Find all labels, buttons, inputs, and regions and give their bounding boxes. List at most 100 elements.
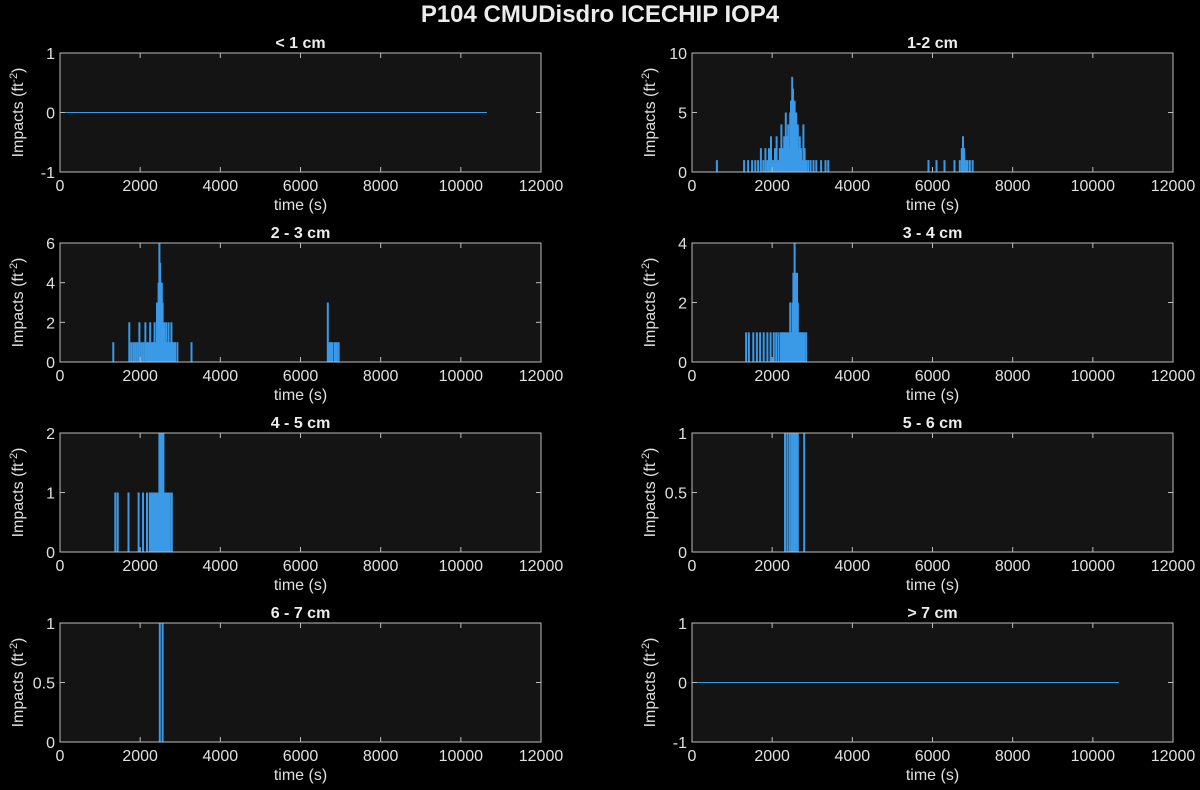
y-axis-label: Impacts (ft-2) (8, 638, 27, 728)
data-bar (796, 302, 799, 362)
data-bar (747, 160, 750, 172)
x-tick-label: 6000 (915, 178, 951, 195)
x-tick-label: 4000 (835, 558, 871, 575)
data-bar (164, 492, 166, 552)
subplot-2: 0 2000 4000 6000 8000 10000 12000 0 5 10 1-2 cm tim… (640, 35, 1195, 214)
x-tick-label: 8000 (995, 178, 1031, 195)
data-bar (757, 160, 760, 172)
x-tick-label: 8000 (363, 368, 399, 385)
y-tick-label: 1 (46, 616, 55, 633)
x-tick-label: 12000 (1151, 368, 1196, 385)
data-bar (762, 160, 765, 172)
data-bar (777, 160, 780, 172)
data-bar (966, 160, 969, 172)
data-bar (331, 342, 334, 362)
data-bar (953, 160, 956, 172)
x-tick-label: 8000 (995, 558, 1031, 575)
x-tick-label: 12000 (519, 558, 564, 575)
data-bar (777, 332, 780, 363)
data-bar (163, 322, 166, 362)
data-bar (805, 160, 808, 172)
data-bar (783, 332, 786, 363)
data-bar (766, 332, 769, 363)
data-bar (132, 342, 135, 362)
data-bar (154, 342, 157, 362)
x-tick-label: 2000 (754, 178, 790, 195)
y-tick-label: 0.5 (665, 486, 687, 503)
data-bar (809, 160, 812, 172)
data-bar (146, 342, 148, 362)
data-bar (747, 332, 750, 363)
data-bar (168, 492, 171, 552)
x-tick-label: 12000 (519, 748, 564, 765)
x-tick-label: 2000 (754, 368, 790, 385)
x-axis-label: time (s) (906, 577, 959, 594)
data-bar (963, 148, 966, 172)
subplot-title: 5 - 6 cm (903, 415, 963, 432)
x-axis-label: time (s) (274, 387, 327, 404)
data-bar (172, 342, 174, 362)
data-bar (190, 342, 193, 362)
data-bar (803, 332, 806, 363)
data-bar (768, 148, 770, 172)
data-bar (786, 332, 789, 363)
x-tick-label: 6000 (915, 748, 951, 765)
y-tick-label: 1 (678, 616, 687, 633)
subplot-title: 3 - 4 cm (903, 225, 963, 242)
x-tick-label: 2000 (122, 748, 158, 765)
data-bar (755, 332, 758, 363)
x-tick-label: 0 (56, 558, 65, 575)
data-bar (140, 342, 143, 362)
x-axis-label: time (s) (906, 387, 959, 404)
x-axis-label: time (s) (906, 197, 959, 214)
data-bar (793, 433, 796, 552)
data-bar (780, 124, 783, 172)
x-tick-label: 0 (688, 748, 697, 765)
y-tick-label: 0 (46, 545, 55, 562)
data-bar (128, 322, 131, 362)
x-tick-label: 4000 (835, 748, 871, 765)
y-tick-label: -1 (673, 735, 687, 752)
y-axis-label: Impacts (ft-2) (640, 258, 659, 348)
data-bar (964, 160, 967, 172)
x-tick-label: 12000 (1151, 178, 1196, 195)
data-bar (328, 342, 331, 362)
data-bar (958, 160, 961, 172)
y-tick-label: 2 (46, 315, 55, 332)
subplot-3: 0 2000 4000 6000 8000 10000 12000 0 2 4 6 2 - 3 cm t… (8, 225, 563, 404)
data-bar (127, 492, 130, 552)
data-bar (162, 433, 165, 552)
data-bar (752, 332, 755, 363)
data-bar (334, 342, 336, 362)
y-tick-label: 10 (669, 46, 687, 63)
data-bar (770, 136, 772, 172)
data-bar (800, 148, 802, 172)
y-tick-label: 1 (46, 46, 55, 63)
data-bar (775, 332, 778, 363)
y-axis-label: Impacts (ft-2) (8, 448, 27, 538)
data-bar (150, 342, 153, 362)
data-bar (788, 332, 790, 363)
data-bar (337, 342, 340, 362)
data-bar (743, 160, 746, 172)
y-tick-label: 0 (46, 106, 55, 123)
data-bar (114, 492, 117, 552)
subplot-title: 2 - 3 cm (271, 225, 331, 242)
data-bar (165, 322, 168, 362)
data-bar (772, 332, 775, 363)
x-tick-label: 10000 (1071, 748, 1116, 765)
figure-title: P104 CMUDisdro ICECHIP IOP4 (420, 1, 780, 28)
x-tick-label: 8000 (363, 178, 399, 195)
data-bar (153, 492, 156, 552)
data-bar (805, 332, 808, 363)
x-tick-label: 0 (688, 368, 697, 385)
plot-area (60, 433, 541, 552)
data-bar (824, 160, 827, 172)
data-bar (802, 124, 805, 172)
data-bar (801, 332, 804, 363)
x-axis-label: time (s) (274, 577, 327, 594)
data-bar (152, 492, 154, 552)
x-tick-label: 6000 (283, 178, 319, 195)
y-tick-label: 4 (678, 236, 687, 253)
